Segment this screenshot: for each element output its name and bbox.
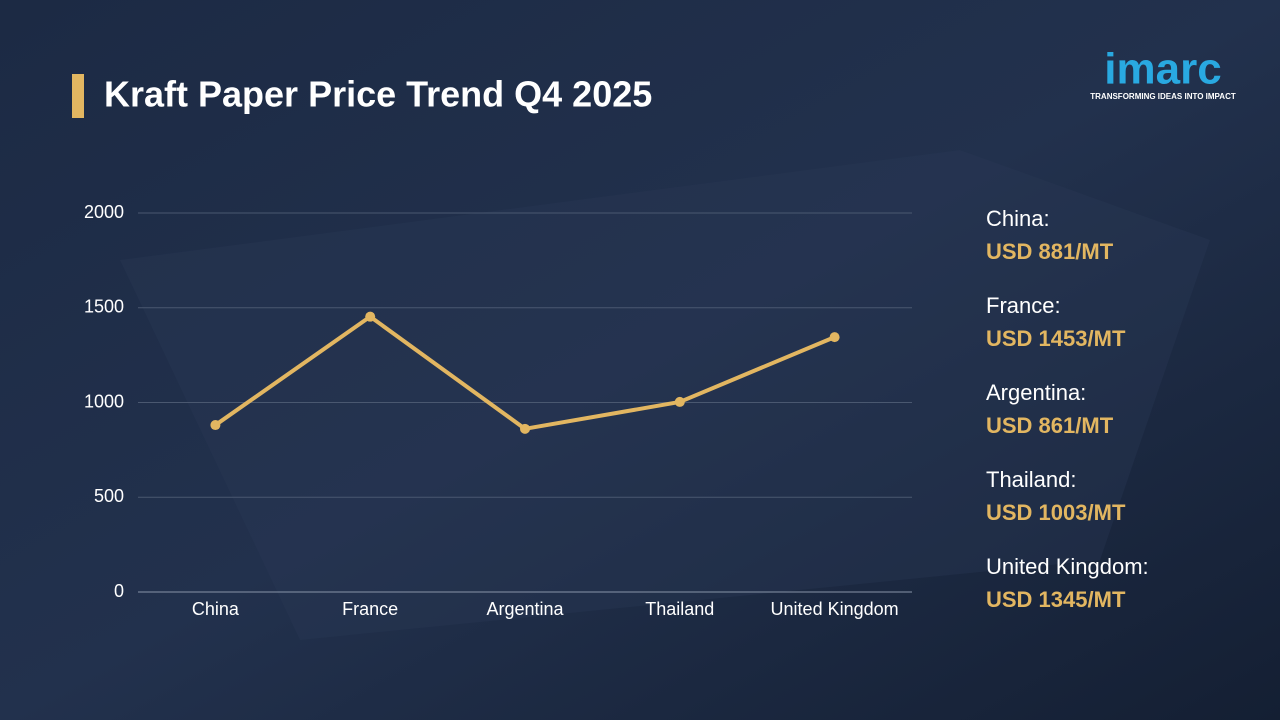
- title-bar: [72, 74, 84, 118]
- x-tick-label: China: [192, 599, 240, 619]
- side-label: Argentina:: [986, 380, 1086, 405]
- logo-tagline: TRANSFORMING IDEAS INTO IMPACT: [1090, 92, 1236, 101]
- chart-title: Kraft Paper Price Trend Q4 2025: [104, 74, 652, 115]
- side-label: China:: [986, 206, 1050, 231]
- side-value: USD 1345/MT: [986, 587, 1126, 612]
- x-tick-label: Argentina: [486, 599, 564, 619]
- x-tick-label: United Kingdom: [771, 599, 899, 619]
- side-value: USD 1453/MT: [986, 326, 1126, 351]
- point: [365, 311, 376, 322]
- logo-name: imarc: [1104, 45, 1221, 94]
- point: [674, 396, 685, 407]
- side-value: USD 881/MT: [986, 239, 1114, 264]
- background-shape: [120, 150, 1210, 640]
- y-tick-label: 2000: [84, 202, 124, 222]
- side-label: United Kingdom:: [986, 554, 1149, 579]
- point: [210, 420, 221, 431]
- x-tick-label: Thailand: [645, 599, 714, 619]
- y-tick-label: 1500: [84, 297, 124, 317]
- side-label: France:: [986, 293, 1061, 318]
- point: [829, 332, 840, 343]
- side-label: Thailand:: [986, 467, 1077, 492]
- y-tick-label: 500: [94, 486, 124, 506]
- side-value: USD 861/MT: [986, 413, 1114, 438]
- point: [520, 423, 530, 434]
- y-tick-label: 1000: [84, 391, 124, 411]
- side-value: USD 1003/MT: [986, 500, 1126, 525]
- x-tick-label: France: [342, 599, 398, 619]
- y-tick-label: 0: [114, 581, 124, 601]
